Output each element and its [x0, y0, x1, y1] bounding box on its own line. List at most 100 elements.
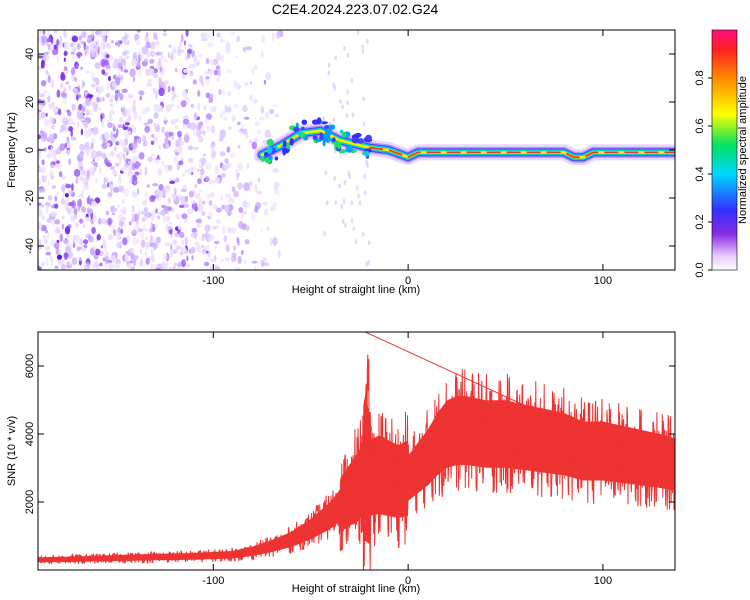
noise-speckle [139, 259, 143, 267]
noise-speckle [63, 252, 69, 260]
signal-blob [315, 139, 322, 143]
noise-speckle [174, 177, 180, 183]
noise-speckle [134, 171, 140, 176]
noise-speckle [69, 42, 74, 48]
noise-speckle [161, 204, 167, 209]
noise-speckle [197, 102, 201, 112]
noise-speckle [322, 116, 326, 122]
noise-speckle [157, 104, 163, 113]
noise-speckle [56, 160, 60, 164]
noise-speckle [198, 201, 201, 207]
signal-blob [274, 156, 279, 161]
noise-speckle [65, 183, 72, 189]
noise-speckle [90, 149, 97, 158]
noise-speckle [163, 263, 168, 270]
noise-speckle [172, 46, 176, 54]
noise-speckle [246, 46, 252, 51]
noise-speckle [76, 94, 79, 101]
noise-speckle [234, 103, 239, 109]
noise-speckle [219, 112, 223, 119]
noise-speckle [244, 239, 250, 245]
noise-speckle [233, 245, 236, 251]
noise-speckle [227, 69, 232, 74]
noise-speckle [119, 139, 123, 146]
noise-speckle [66, 208, 70, 214]
noise-speckle [124, 55, 130, 60]
noise-speckle [199, 174, 203, 179]
noise-speckle [68, 126, 74, 132]
noise-speckle [75, 176, 79, 185]
noise-speckle [90, 137, 96, 144]
noise-speckle [233, 190, 240, 198]
noise-speckle [237, 255, 242, 265]
noise-speckle [181, 33, 184, 43]
noise-speckle [117, 185, 124, 192]
noise-speckle [120, 216, 126, 222]
noise-speckle [157, 155, 160, 159]
noise-speckle [76, 247, 81, 252]
noise-speckle [140, 231, 144, 240]
noise-speckle [59, 35, 62, 44]
noise-speckle [102, 239, 107, 249]
noise-speckle [227, 91, 232, 97]
noise-speckle [76, 43, 81, 50]
noise-speckle [355, 185, 359, 191]
noise-speckle [142, 108, 147, 115]
signal-blob [266, 138, 274, 146]
colorbar-label: Normalized spectral amplitude [737, 76, 749, 224]
noise-speckle [197, 178, 202, 185]
noise-speckle [238, 220, 244, 229]
noise-speckle [188, 63, 195, 69]
noise-speckle [139, 248, 143, 255]
noise-speckle [101, 31, 107, 40]
noise-speckle [131, 208, 136, 213]
noise-speckle [251, 260, 258, 264]
noise-speckle [111, 40, 114, 44]
noise-speckle [71, 47, 77, 53]
noise-speckle [38, 102, 45, 106]
noise-speckle [97, 46, 100, 55]
noise-speckle [132, 205, 135, 210]
noise-speckle [117, 124, 124, 129]
noise-speckle [158, 87, 165, 97]
noise-speckle [225, 192, 232, 199]
noise-speckle [153, 73, 159, 79]
noise-speckle [133, 257, 136, 267]
noise-speckle [174, 124, 178, 130]
noise-speckle [170, 97, 175, 102]
noise-speckle [272, 236, 278, 246]
noise-speckle [132, 155, 135, 162]
noise-speckle [67, 110, 72, 117]
noise-speckle [50, 218, 56, 227]
noise-speckle [277, 249, 281, 259]
noise-speckle [365, 159, 369, 165]
noise-speckle [45, 70, 49, 75]
noise-speckle [168, 221, 172, 225]
noise-speckle [96, 96, 100, 103]
noise-speckle [226, 146, 230, 153]
noise-speckle [72, 87, 78, 93]
noise-speckle [52, 107, 59, 113]
signal-blob [286, 142, 290, 149]
noise-speckle [262, 256, 267, 263]
noise-speckle [363, 190, 367, 196]
noise-speckle [101, 51, 104, 56]
noise-speckle [71, 183, 74, 192]
noise-speckle [38, 105, 44, 110]
noise-speckle [116, 128, 119, 136]
noise-speckle [188, 190, 194, 198]
noise-speckle [97, 90, 101, 99]
noise-speckle [139, 95, 142, 101]
noise-speckle [65, 198, 70, 205]
noise-speckle [121, 88, 128, 94]
noise-speckle [51, 79, 54, 88]
signal-blob [293, 126, 300, 133]
noise-speckle [74, 222, 79, 227]
noise-speckle [158, 76, 162, 86]
noise-speckle [246, 162, 250, 170]
noise-speckle [55, 164, 60, 169]
noise-speckle [140, 239, 146, 248]
noise-speckle [205, 76, 210, 80]
noise-speckle [342, 198, 346, 204]
noise-speckle [224, 204, 230, 213]
